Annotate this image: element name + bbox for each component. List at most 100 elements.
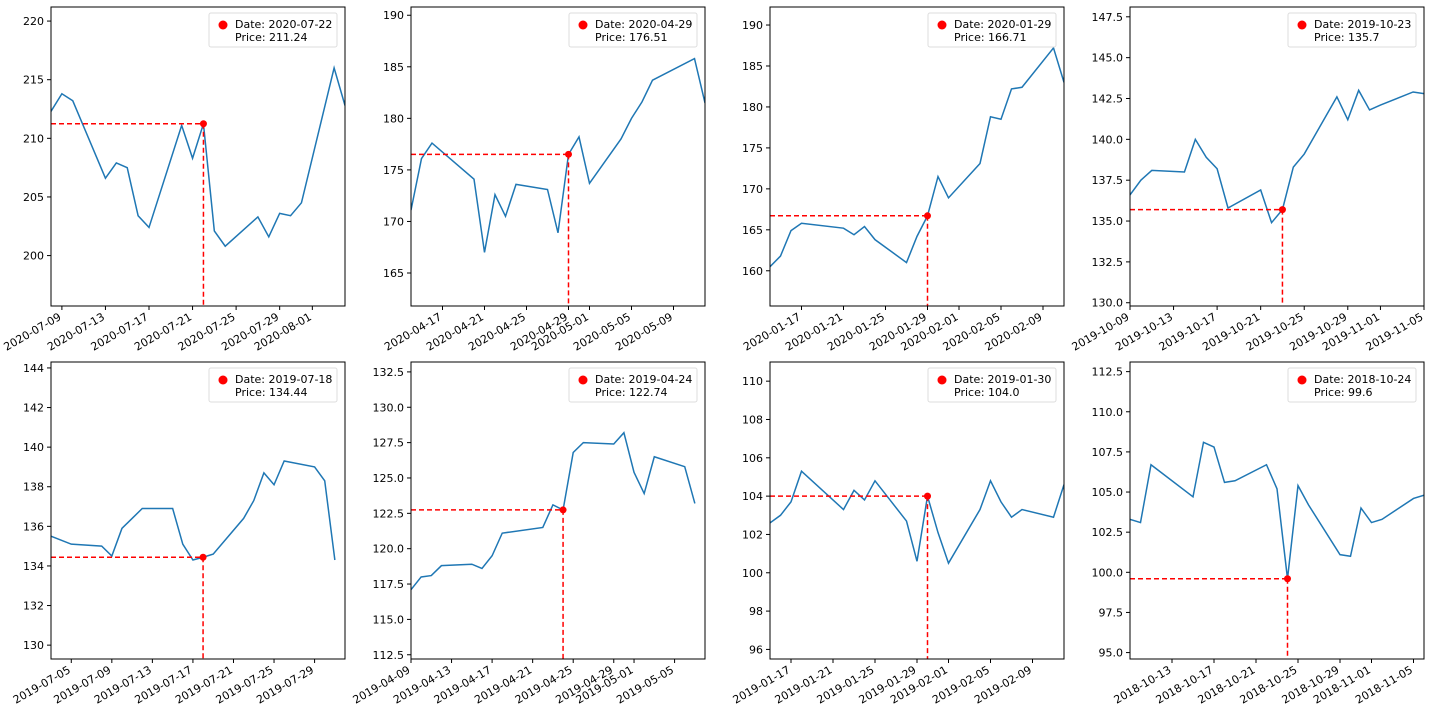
- y-tick-label: 165: [742, 224, 763, 237]
- y-tick-label: 137.5: [1092, 174, 1124, 187]
- legend-marker: [937, 375, 947, 385]
- y-tick-label: 100.0: [1092, 566, 1124, 579]
- y-tick-label: 160: [742, 265, 763, 278]
- price-series-line: [770, 46, 1064, 268]
- legend-price-label: Price: 176.51: [595, 31, 668, 44]
- legend-marker: [1297, 375, 1307, 385]
- y-tick-label: 165: [383, 267, 404, 280]
- highlight-point: [1284, 575, 1291, 583]
- subplot-5: 1301321341361381401421442019-07-052019-0…: [11, 361, 346, 707]
- legend-marker: [578, 20, 588, 30]
- y-tick-label: 106: [742, 452, 763, 465]
- legend-marker: [218, 20, 228, 30]
- legend-date-label: Date: 2019-10-23: [1314, 18, 1411, 31]
- y-tick-label: 97.5: [1099, 606, 1124, 619]
- y-tick-label: 127.5: [373, 437, 405, 450]
- y-tick-label: 132.5: [1092, 256, 1124, 269]
- y-tick-label: 185: [383, 61, 404, 74]
- y-tick-label: 140.0: [1092, 133, 1124, 146]
- legend: [568, 12, 698, 48]
- y-tick-label: 220: [23, 15, 44, 28]
- subplot-7: 96981001021041061081102019-01-172019-01-…: [731, 361, 1065, 707]
- y-tick-label: 144: [23, 362, 44, 375]
- highlight-point: [199, 553, 207, 561]
- y-tick-label: 180: [742, 101, 763, 114]
- legend-price-label: Price: 211.24: [235, 31, 308, 44]
- y-tick-label: 100: [742, 567, 763, 580]
- y-tick-label: 170: [383, 215, 404, 228]
- legend-marker: [218, 375, 228, 385]
- y-tick-label: 140: [23, 441, 44, 454]
- subplot-1: 2002052102152202020-07-092020-07-132020-…: [2, 6, 346, 354]
- legend: [927, 12, 1057, 48]
- y-tick-label: 122.5: [373, 507, 405, 520]
- legend-date-label: Date: 2020-01-29: [954, 18, 1051, 31]
- y-tick-label: 142.5: [1092, 92, 1124, 105]
- highlight-point: [1278, 206, 1286, 214]
- subplot-4: 130.0 132.5 135.0 137.5 140.0 142.5 145.0 147.5…: [1070, 6, 1426, 354]
- y-tick-label: 190: [742, 19, 763, 32]
- y-tick-label: 125.0: [373, 472, 405, 485]
- legend: [927, 367, 1057, 403]
- y-tick-label: 104: [742, 490, 763, 503]
- y-tick-label: 215: [23, 74, 44, 87]
- legend: [208, 12, 338, 48]
- y-tick-label: 112.5: [373, 649, 405, 662]
- axes-frame: [769, 6, 1065, 307]
- y-tick-label: 98: [749, 605, 763, 618]
- y-tick-label: 102: [742, 528, 763, 541]
- y-tick-label: 95.0: [1099, 647, 1124, 660]
- y-tick-label: 110: [742, 375, 763, 388]
- legend-price-label: Price: 104.0: [954, 386, 1020, 399]
- subplot-6: 112.5 115.0 117.5 120.0 122.5 125.0 127.5 130.0…: [351, 361, 706, 707]
- y-tick-label: 132: [23, 600, 44, 613]
- legend-date-label: Date: 2020-07-22: [235, 18, 332, 31]
- y-tick-label: 200: [23, 250, 44, 263]
- legend-price-label: Price: 135.7: [1314, 31, 1380, 44]
- legend-date-label: Date: 2018-10-24: [1314, 373, 1411, 386]
- axes-frame: [1129, 6, 1425, 307]
- y-tick-label: 120.0: [373, 543, 405, 556]
- y-tick-label: 130: [23, 639, 44, 652]
- subplot-2: 1651701751801851902020-04-172020-04-2120…: [382, 6, 706, 354]
- y-tick-label: 130.0: [1092, 297, 1124, 310]
- y-tick-label: 96: [749, 643, 763, 656]
- legend: [1287, 367, 1417, 403]
- highlight-point: [199, 120, 207, 128]
- y-tick-label: 180: [383, 112, 404, 125]
- axes-frame: [1129, 361, 1425, 660]
- legend-marker: [937, 20, 947, 30]
- y-tick-label: 170: [742, 183, 763, 196]
- legend: [568, 367, 698, 403]
- y-tick-label: 190: [383, 9, 404, 22]
- legend: [1287, 12, 1417, 48]
- legend-price-label: Price: 134.44: [235, 386, 308, 399]
- legend-marker: [578, 375, 588, 385]
- legend-marker: [1297, 20, 1307, 30]
- price-series-line: [1130, 88, 1424, 225]
- y-tick-label: 142: [23, 402, 44, 415]
- y-tick-label: 145.0: [1092, 52, 1124, 65]
- legend-price-label: Price: 122.74: [595, 386, 668, 399]
- price-series-line: [51, 65, 345, 248]
- y-tick-label: 108: [742, 413, 763, 426]
- y-tick-label: 147.5: [1092, 11, 1124, 24]
- y-tick-label: 205: [23, 191, 44, 204]
- axes-frame: [410, 6, 706, 307]
- price-series-line: [411, 57, 705, 253]
- y-tick-label: 136: [23, 520, 44, 533]
- subplot-8: 95.097.5100.0102.5105.0107.5110.0112.520…: [1092, 361, 1425, 707]
- axes-frame: [410, 361, 706, 660]
- highlight-point: [924, 492, 931, 500]
- y-tick-label: 102.5: [1092, 526, 1124, 539]
- highlight-point: [924, 212, 931, 220]
- y-tick-label: 132.5: [373, 366, 405, 379]
- y-tick-label: 138: [23, 481, 44, 494]
- legend-date-label: Date: 2019-04-24: [595, 373, 692, 386]
- y-tick-label: 110.0: [1092, 406, 1124, 419]
- y-tick-label: 134: [23, 560, 44, 573]
- legend-date-label: Date: 2019-07-18: [235, 373, 332, 386]
- y-tick-label: 135.0: [1092, 215, 1124, 228]
- y-tick-label: 105.0: [1092, 486, 1124, 499]
- y-tick-label: 175: [383, 164, 404, 177]
